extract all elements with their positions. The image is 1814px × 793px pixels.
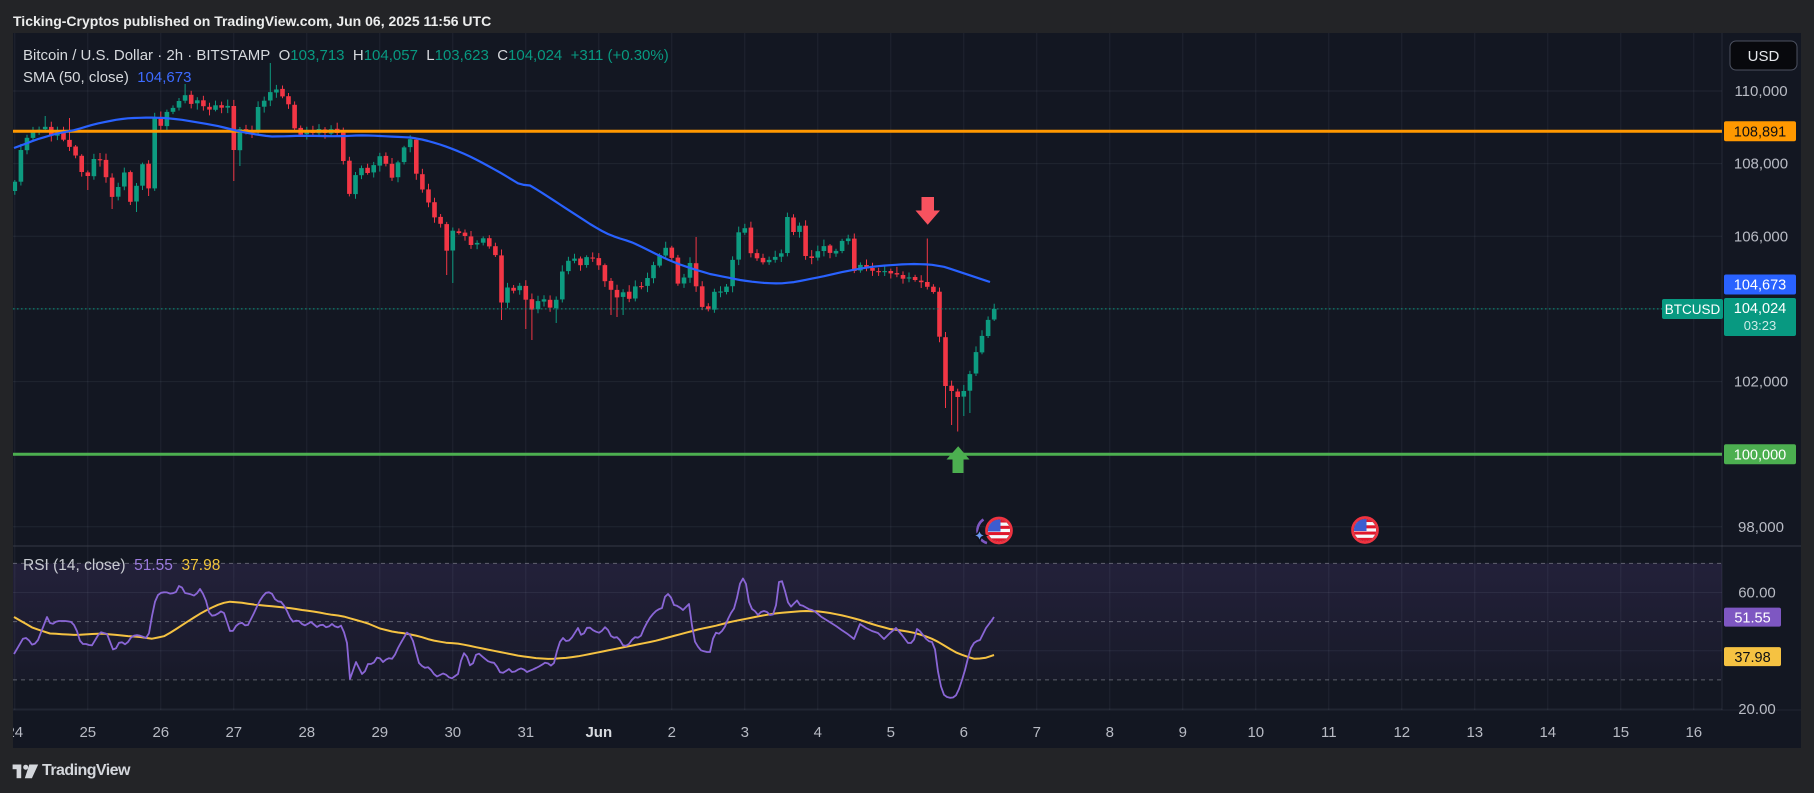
- svg-text:15: 15: [1612, 724, 1629, 741]
- svg-text:98,000: 98,000: [1738, 519, 1784, 536]
- svg-text:104,024: 104,024: [1734, 301, 1786, 317]
- svg-text:03:23: 03:23: [1744, 318, 1777, 333]
- svg-text:Jun: Jun: [585, 724, 612, 741]
- svg-text:BTCUSD: BTCUSD: [1665, 302, 1721, 317]
- svg-text:29: 29: [371, 724, 388, 741]
- svg-text:108,000: 108,000: [1734, 156, 1788, 173]
- svg-text:6: 6: [960, 724, 968, 741]
- svg-text:30: 30: [444, 724, 461, 741]
- svg-text:106,000: 106,000: [1734, 228, 1788, 245]
- svg-text:8: 8: [1106, 724, 1114, 741]
- svg-text:2: 2: [668, 724, 676, 741]
- svg-text:12: 12: [1393, 724, 1410, 741]
- svg-text:31: 31: [517, 724, 534, 741]
- svg-text:16: 16: [1685, 724, 1702, 741]
- svg-text:7: 7: [1033, 724, 1041, 741]
- svg-text:102,000: 102,000: [1734, 374, 1788, 391]
- svg-text:26: 26: [152, 724, 169, 741]
- svg-text:104,673: 104,673: [1734, 278, 1786, 294]
- svg-text:60.00: 60.00: [1738, 585, 1776, 602]
- svg-text:110,000: 110,000: [1734, 83, 1787, 100]
- svg-text:11: 11: [1321, 724, 1337, 741]
- svg-text:108,891: 108,891: [1734, 125, 1786, 141]
- svg-text:10: 10: [1247, 724, 1264, 741]
- svg-text:37.98: 37.98: [1734, 650, 1770, 666]
- svg-text:4: 4: [814, 724, 822, 741]
- svg-text:20.00: 20.00: [1738, 701, 1776, 718]
- svg-text:14: 14: [1539, 724, 1556, 741]
- svg-text:27: 27: [225, 724, 242, 741]
- svg-text:5: 5: [887, 724, 895, 741]
- svg-text:28: 28: [298, 724, 315, 741]
- svg-text:USD: USD: [1748, 48, 1780, 65]
- svg-text:100,000: 100,000: [1734, 447, 1786, 463]
- svg-text:51.55: 51.55: [1734, 610, 1770, 626]
- svg-text:13: 13: [1466, 724, 1483, 741]
- svg-text:9: 9: [1179, 724, 1187, 741]
- svg-text:25: 25: [79, 724, 96, 741]
- svg-text:3: 3: [741, 724, 749, 741]
